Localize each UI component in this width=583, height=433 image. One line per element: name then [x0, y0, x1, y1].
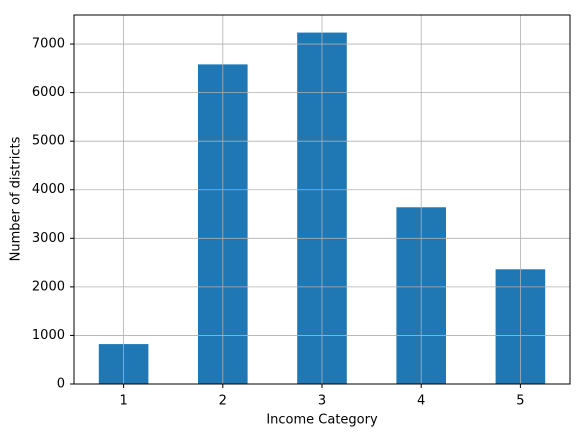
- y-tick-label: 5000: [32, 134, 65, 149]
- y-tick-label: 4000: [32, 182, 65, 197]
- plot-frame: [73, 14, 571, 385]
- y-tick-label: 1000: [32, 328, 65, 343]
- y-tick-label: 7000: [32, 37, 65, 52]
- x-tick-label: 2: [219, 394, 227, 409]
- y-tick-label: 2000: [32, 279, 65, 294]
- y-tick-label: 0: [57, 377, 65, 392]
- y-axis-label: Number of districts: [9, 136, 24, 261]
- x-axis-label: Income Category: [266, 413, 378, 428]
- x-tick-label: 5: [516, 394, 524, 409]
- x-tick-label: 1: [119, 394, 127, 409]
- y-tick-label: 3000: [32, 231, 65, 246]
- x-tick-label: 4: [417, 394, 425, 409]
- x-tick-label: 3: [318, 394, 326, 409]
- y-tick-label: 6000: [32, 85, 65, 100]
